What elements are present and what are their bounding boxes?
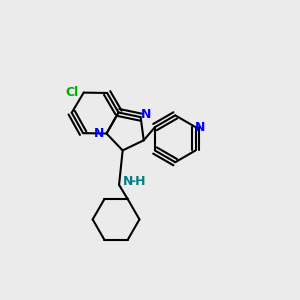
Text: -H: -H bbox=[131, 176, 146, 188]
Text: N: N bbox=[141, 108, 151, 121]
Text: N: N bbox=[123, 176, 133, 188]
Text: N: N bbox=[195, 121, 205, 134]
Text: N: N bbox=[94, 127, 104, 140]
Text: Cl: Cl bbox=[66, 86, 79, 99]
